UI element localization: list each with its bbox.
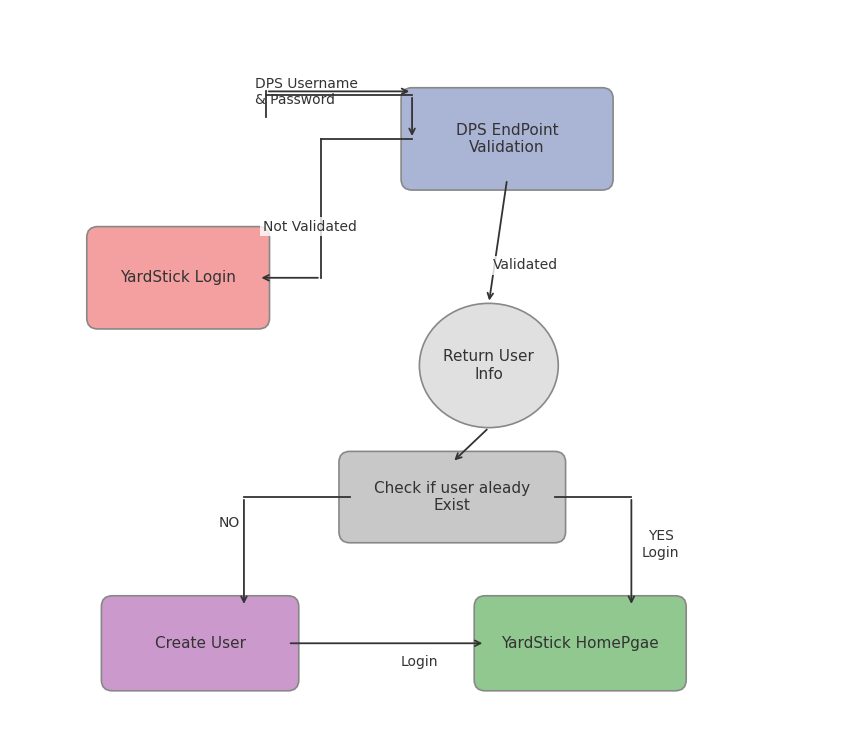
Text: YardStick Login: YardStick Login	[120, 270, 236, 285]
Text: Check if user aleady
Exist: Check if user aleady Exist	[374, 481, 530, 513]
FancyBboxPatch shape	[102, 596, 299, 691]
Text: Create User: Create User	[155, 636, 246, 651]
Text: Login: Login	[401, 654, 438, 669]
Text: Return User
Info: Return User Info	[444, 349, 535, 382]
Text: YES
Login: YES Login	[641, 529, 680, 560]
FancyBboxPatch shape	[474, 596, 687, 691]
FancyBboxPatch shape	[401, 88, 613, 190]
Text: NO: NO	[219, 515, 240, 530]
FancyBboxPatch shape	[339, 451, 566, 542]
FancyBboxPatch shape	[87, 227, 270, 329]
Text: Not Validated: Not Validated	[263, 219, 357, 234]
Text: DPS Username
& Password: DPS Username & Password	[255, 77, 358, 107]
Text: YardStick HomePgae: YardStick HomePgae	[502, 636, 659, 651]
Text: DPS EndPoint
Validation: DPS EndPoint Validation	[456, 123, 558, 155]
Text: Validated: Validated	[493, 258, 558, 273]
Ellipse shape	[419, 303, 558, 428]
